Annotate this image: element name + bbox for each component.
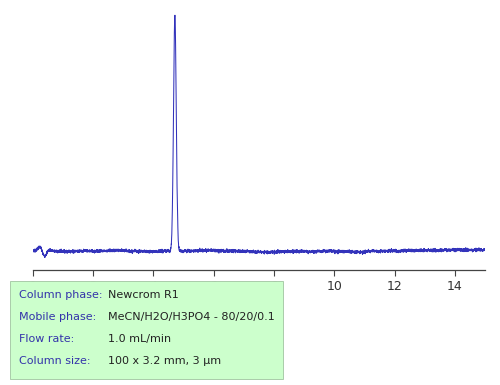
Text: 100 x 3.2 mm, 3 μm: 100 x 3.2 mm, 3 μm [108, 356, 220, 366]
Text: MeCN/H2O/H3PO4 - 80/20/0.1: MeCN/H2O/H3PO4 - 80/20/0.1 [108, 312, 274, 322]
Text: Mobile phase:: Mobile phase: [19, 312, 96, 322]
Text: 1.0 mL/min: 1.0 mL/min [108, 334, 170, 344]
Text: Column size:: Column size: [19, 356, 90, 366]
Text: Newcrom R1: Newcrom R1 [108, 290, 178, 300]
Text: Column phase:: Column phase: [19, 290, 102, 300]
Text: Flow rate:: Flow rate: [19, 334, 74, 344]
